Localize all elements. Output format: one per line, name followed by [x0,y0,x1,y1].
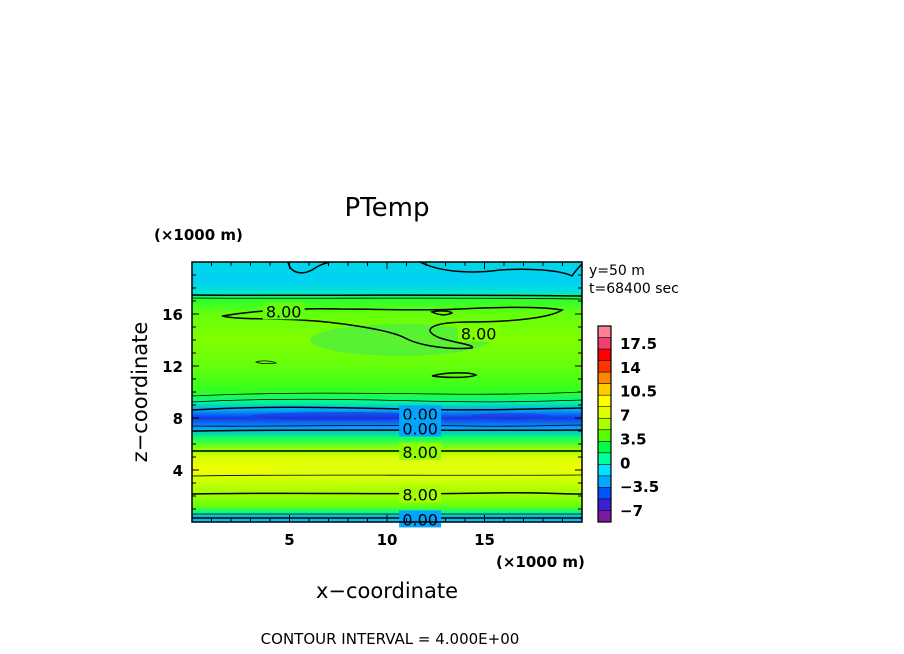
x-tick-label: 15 [474,531,495,549]
colorbar-segment [598,487,611,499]
contour-label: 8.00 [461,325,497,344]
x-unit-label: (×1000 m) [496,553,585,571]
y-annotation: y=50 m [589,263,645,279]
chart-title: PTemp [345,193,430,223]
colorbar-segment [598,475,611,488]
y-axis-label: z−coordinate [128,322,152,463]
colorbar-segment [598,383,611,396]
contour-label: 0.00 [402,510,438,529]
time-annotation: t=68400 sec [589,281,679,297]
colorbar-segment [598,510,611,522]
colorbar-segment [598,464,611,476]
contour-line [191,474,583,477]
contour-line [254,360,278,365]
minimum-core-right [470,413,550,419]
contour-interval-note: CONTOUR INTERVAL = 4.000E+00 [261,630,520,648]
colorbar-label: 17.5 [620,335,657,353]
x-tick-label: 10 [377,531,398,549]
contour-label-bg [399,419,442,437]
contour-line [221,306,564,350]
y-tick-label: 4 [173,462,183,480]
colorbar-segment [598,360,611,373]
y-tick-label: 8 [173,410,183,428]
colorbar-label: −3.5 [620,478,659,496]
contour-line [429,310,454,316]
colorbar-segment [598,349,611,361]
colorbar-segment [598,395,611,407]
colorbar-segment [598,406,611,419]
contour-line [191,429,583,432]
contour-line [191,398,583,403]
colorbar-segment [598,429,611,442]
contour-line [191,297,583,300]
contour-label: 8.00 [402,486,438,505]
y-tick-label: 12 [162,358,183,376]
colorbar-label: 14 [620,359,641,377]
contour-line [287,261,331,274]
axis-ticks: 5 10 15 4 8 12 16 [162,262,582,549]
contour-labels: 8.008.000.000.008.008.000.00 [262,302,500,529]
y-unit-label: (×1000 m) [154,226,243,244]
colorbar-segment [598,372,611,384]
contour-label: 0.00 [402,419,438,438]
contour-label: 0.00 [402,405,438,424]
contour-label-bg [457,324,500,342]
contour-line [431,372,478,379]
colorbar-segment [598,452,611,465]
contour-label: 8.00 [402,443,438,462]
contour-label-bg [399,485,442,503]
contour-label-bg [399,442,442,460]
contour-label: 8.00 [266,302,302,321]
x-axis-label: x−coordinate [316,579,458,603]
contour-label-bg [399,405,442,423]
colorbar-label: 3.5 [620,430,647,448]
x-tick-label: 5 [284,531,294,549]
colorbar-segment [598,326,611,338]
contour-line [191,491,583,495]
colorbar-segment [598,441,611,453]
y-tick-label: 16 [162,306,183,324]
contour-line [191,391,583,397]
contour-line [419,261,583,277]
minimum-core [250,412,430,420]
colorbar-segment [598,337,611,350]
contour-label-bg [262,302,305,320]
contour-line [191,449,583,453]
lower-bright-patch [270,458,570,482]
contour-line [191,294,583,297]
contour-label-bg [399,510,442,528]
colorbar-label: 10.5 [620,383,657,401]
colorbar-label: 0 [620,454,630,472]
colorbar-label: −7 [620,502,643,520]
colorbar-segment [598,418,611,430]
colorbar-frame [597,325,612,523]
field-gradient [192,262,582,522]
colorbar-label: 7 [620,407,630,425]
colorbar: 17.5 14 10.5 7 3.5 0 −3.5 −7 [597,325,659,523]
colorbar-segment [598,498,611,511]
